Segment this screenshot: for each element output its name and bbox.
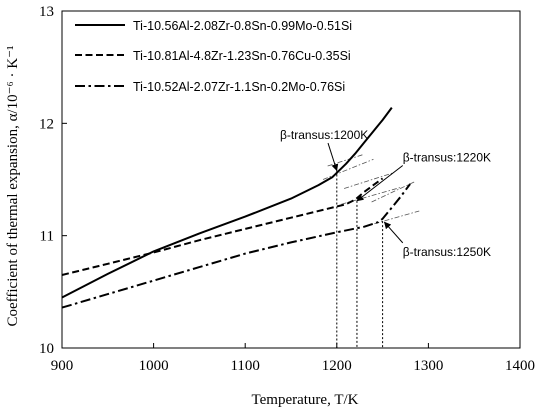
legend-label-1: Ti-10.56Al-2.08Zr-0.8Sn-0.99Mo-0.51Si (133, 19, 352, 33)
y-tick-label: 13 (39, 4, 54, 20)
y-axis-title: Coefficient of thermal expansion, α/10⁻⁶… (5, 46, 21, 327)
transus-annotation-label: β-transus:1200K (280, 128, 368, 142)
extrapolation-line (364, 210, 420, 228)
annotations: β-transus:1200K β-transus:1220K β-transus:… (280, 128, 491, 259)
y-tick-label: 11 (40, 229, 54, 245)
transus-annotation-label: β-transus:1220K (403, 151, 491, 165)
transus-markers (336, 170, 384, 348)
plot-frame (61, 10, 521, 349)
x-tick-label: 1100 (230, 358, 259, 374)
tick-labels: 900 1000 1100 1200 1300 1400 10 11 12 13 (39, 4, 535, 374)
y-tick-label: 10 (39, 341, 54, 357)
x-tick-label: 1300 (413, 358, 443, 374)
series-line-3 (61, 183, 411, 309)
extrapolation-line (327, 154, 363, 167)
series-line-1 (61, 107, 393, 299)
extrapolation-line (371, 181, 415, 203)
extrapolation-line (344, 172, 394, 189)
x-tick-label: 1200 (322, 358, 352, 374)
x-axis-title: Temperature, T/K (252, 392, 359, 408)
extrapolation-lines (322, 154, 420, 228)
annotation-arrow (383, 221, 404, 244)
annotation-arrow (356, 165, 404, 202)
annotation-arrow (327, 142, 339, 172)
series-line-2 (61, 177, 384, 276)
axes (61, 10, 521, 349)
y-tick-label: 12 (39, 116, 54, 132)
legend-label-3: Ti-10.52Al-2.07Zr-1.1Sn-0.2Mo-0.76Si (133, 80, 345, 94)
x-tick-label: 900 (51, 358, 74, 374)
legend: Ti-10.56Al-2.08Zr-0.8Sn-0.99Mo-0.51Si Ti-… (75, 19, 352, 94)
x-tick-label: 1400 (505, 358, 535, 374)
extrapolation-line (322, 158, 374, 180)
legend-label-2: Ti-10.81Al-4.8Zr-1.23Sn-0.76Cu-0.35Si (133, 49, 351, 63)
transus-annotation-label: β-transus:1250K (403, 245, 491, 259)
x-tick-label: 1000 (139, 358, 169, 374)
series-lines (61, 107, 411, 309)
